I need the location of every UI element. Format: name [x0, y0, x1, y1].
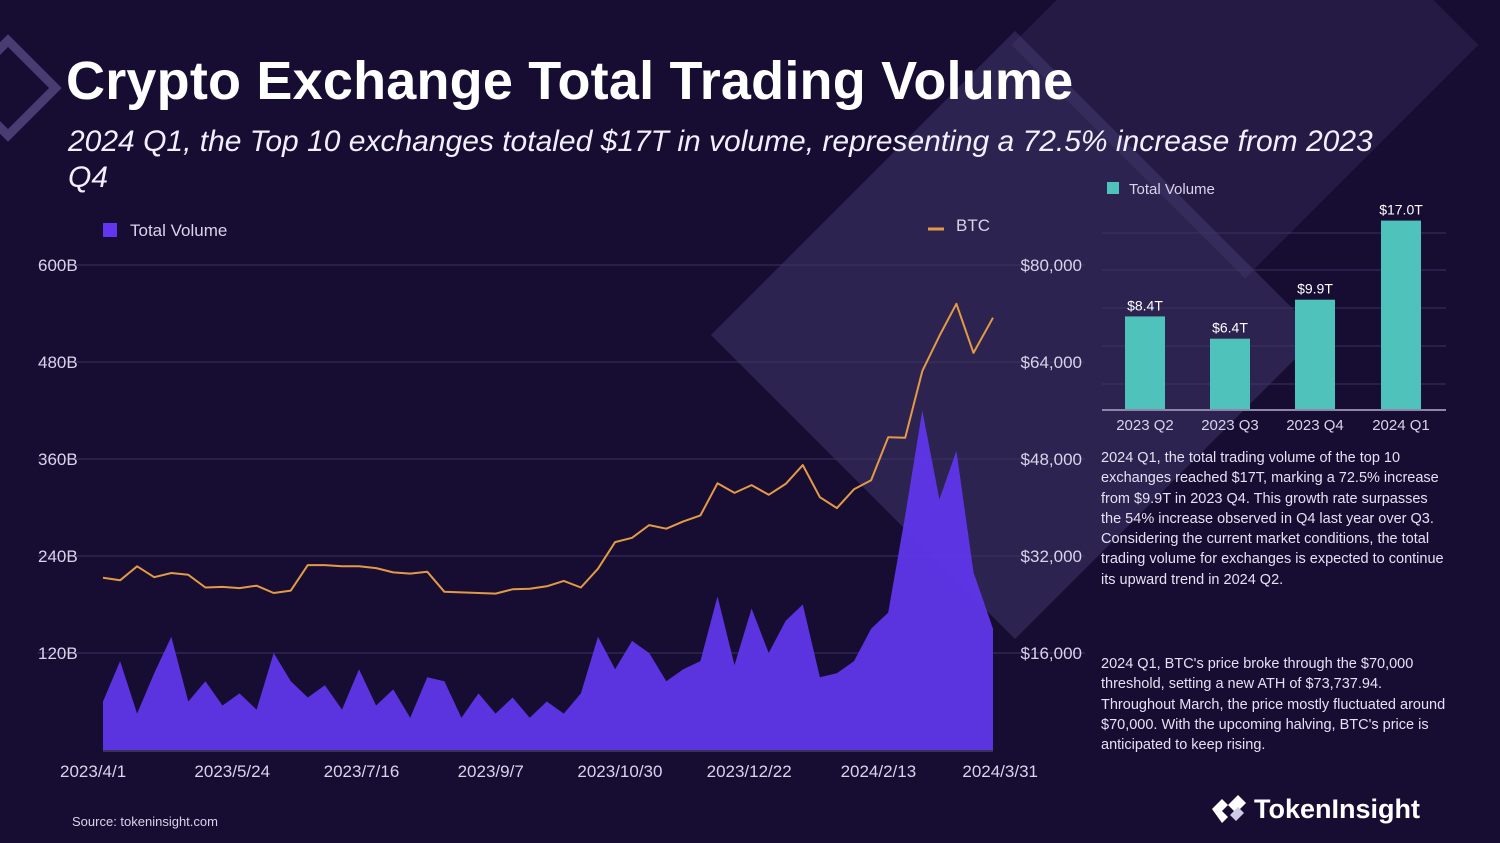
x-tick-label: 2023/4/1	[60, 762, 126, 781]
page-subtitle: 2024 Q1, the Top 10 exchanges totaled $1…	[68, 125, 1373, 194]
x-tick-label: 2023/10/30	[577, 762, 662, 781]
x-tick-label: 2023/9/7	[458, 762, 524, 781]
brand-logo: TokenInsight	[1208, 790, 1420, 828]
note-volume: 2024 Q1, the total trading volume of the…	[1101, 450, 1444, 588]
legend-btc: BTC	[928, 216, 990, 235]
x-tick-label: 2024/2/13	[841, 762, 917, 781]
y-right-tick-label: $64,000	[1021, 353, 1082, 372]
btc-price-line	[102, 302, 994, 595]
bar-value-label: $17.0T	[1379, 202, 1423, 218]
brand-name: TokenInsight	[1254, 793, 1420, 824]
y-right-tick-label: $16,000	[1021, 644, 1082, 663]
bar-value-label: $9.9T	[1297, 281, 1333, 297]
y-left-tick-label: 120B	[38, 644, 78, 663]
x-tick-label: 2023/12/22	[707, 762, 792, 781]
y-left-tick-label: 480B	[38, 353, 78, 372]
bar-category-label: 2023 Q4	[1286, 417, 1344, 434]
volume-area	[103, 410, 993, 750]
legend-volume: Total Volume	[103, 221, 227, 240]
legend-btc-label: BTC	[956, 216, 990, 235]
legend-volume-label: Total Volume	[130, 221, 227, 240]
note-btc: 2024 Q1, BTC's price broke through the $…	[1101, 656, 1446, 754]
x-tick-label: 2023/7/16	[324, 762, 400, 781]
x-tick-label: 2023/5/24	[194, 762, 270, 781]
trading-volume-chart: 120B 240B 360B 480B 600B $16,000 $32,000 $48,00…	[38, 216, 1085, 781]
page-title: Crypto Exchange Total Trading Volume	[66, 51, 1074, 111]
y-right-tick-label: $32,000	[1021, 547, 1082, 566]
source-note: Source: tokeninsight.com	[72, 814, 218, 829]
y-left-tick-label: 600B	[38, 256, 78, 275]
bar	[1381, 220, 1421, 410]
y-right-tick-label: $80,000	[1021, 256, 1082, 275]
tokeninsight-logo-icon	[1212, 795, 1246, 823]
x-tick-label: 2024/3/31	[962, 762, 1038, 781]
bar-category-label: 2024 Q1	[1372, 417, 1430, 434]
legend-volume-swatch	[103, 223, 117, 237]
y-left-tick-label: 240B	[38, 547, 78, 566]
y-right-tick-label: $48,000	[1021, 450, 1082, 469]
y-left-tick-label: 360B	[38, 450, 78, 469]
